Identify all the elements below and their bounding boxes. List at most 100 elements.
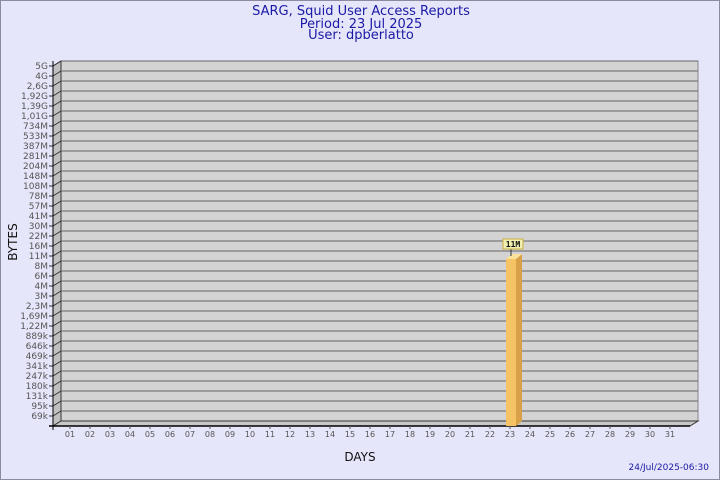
y-tick-label: 889k bbox=[26, 332, 49, 342]
data-label: 11M bbox=[506, 240, 521, 249]
y-tick-label: 469k bbox=[26, 352, 49, 362]
x-tick-label: 27 bbox=[585, 430, 595, 439]
y-tick-label: 1,01G bbox=[21, 112, 48, 122]
y-tick-diagonal bbox=[52, 220, 62, 227]
x-tick-label: 16 bbox=[365, 430, 375, 439]
y-tick-diagonal bbox=[52, 330, 62, 337]
x-tick-label: 03 bbox=[105, 430, 115, 439]
y-tick-label: 22M bbox=[29, 232, 48, 242]
y-tick-diagonal bbox=[52, 140, 62, 147]
y-tick-diagonal bbox=[52, 410, 62, 417]
y-tick-label: 8M bbox=[35, 262, 49, 272]
y-tick-label: 148M bbox=[23, 172, 48, 182]
y-tick-label: 646k bbox=[26, 342, 49, 352]
y-tick-diagonal bbox=[52, 370, 62, 377]
y-tick-label: 78M bbox=[29, 192, 48, 202]
x-tick-label: 04 bbox=[125, 430, 135, 439]
y-tick-label: 247k bbox=[26, 372, 49, 382]
y-tick-diagonal bbox=[52, 150, 62, 157]
y-tick-diagonal bbox=[52, 290, 62, 297]
y-tick-diagonal bbox=[52, 390, 62, 397]
y-tick-label: 387M bbox=[23, 142, 48, 152]
chart-period: Period: 23 Jul 2025 bbox=[299, 17, 423, 32]
y-tick-diagonal bbox=[52, 350, 62, 357]
bar-side bbox=[516, 254, 522, 426]
y-tick-diagonal bbox=[52, 170, 62, 177]
y-tick-label: 1,39G bbox=[21, 102, 48, 112]
x-tick-label: 07 bbox=[185, 430, 195, 439]
y-tick-diagonal bbox=[52, 70, 62, 77]
y-tick-label: 4M bbox=[35, 282, 49, 292]
y-tick-label: 1,69M bbox=[20, 312, 48, 322]
y-tick-label: 341k bbox=[26, 362, 49, 372]
y-tick-diagonal bbox=[52, 280, 62, 287]
y-tick-diagonal bbox=[52, 60, 62, 67]
y-tick-diagonal bbox=[52, 340, 62, 347]
y-tick-diagonal bbox=[52, 320, 62, 327]
y-tick-label: 131k bbox=[26, 392, 49, 402]
y-tick-diagonal bbox=[52, 230, 62, 237]
y-tick-label: 108M bbox=[23, 182, 48, 192]
y-tick-diagonal bbox=[52, 380, 62, 387]
x-tick-label: 24 bbox=[525, 430, 535, 439]
y-tick-diagonal bbox=[52, 110, 62, 117]
x-axis-label: DAYS bbox=[344, 450, 375, 464]
y-tick-label: 69k bbox=[31, 412, 48, 422]
y-tick-label: 180k bbox=[26, 382, 49, 392]
y-tick-diagonal bbox=[52, 260, 62, 267]
x-tick-label: 11 bbox=[265, 430, 275, 439]
y-tick-label: 95k bbox=[31, 402, 48, 412]
bar-day-23 bbox=[506, 259, 516, 426]
y-tick-diagonal bbox=[52, 180, 62, 187]
y-tick-diagonal bbox=[52, 310, 62, 317]
y-axis-label: BYTES bbox=[6, 223, 20, 260]
x-tick-label: 31 bbox=[665, 430, 675, 439]
y-tick-diagonal bbox=[52, 80, 62, 87]
data-label-box bbox=[502, 238, 524, 250]
x-tick-label: 09 bbox=[225, 430, 235, 439]
y-tick-diagonal bbox=[52, 190, 62, 197]
y-tick-label: 2,3M bbox=[26, 302, 48, 312]
y-tick-label: 57M bbox=[29, 202, 48, 212]
y-tick-label: 3M bbox=[35, 292, 49, 302]
y-tick-label: 1,22M bbox=[20, 322, 48, 332]
y-tick-diagonal bbox=[52, 360, 62, 367]
y-tick-diagonal bbox=[52, 120, 62, 127]
x-tick-label: 29 bbox=[625, 430, 635, 439]
x-tick-label: 21 bbox=[465, 430, 475, 439]
y-tick-label: 41M bbox=[29, 212, 48, 222]
x-tick-label: 20 bbox=[445, 430, 455, 439]
y-tick-label: 204M bbox=[23, 162, 48, 172]
x-tick-label: 25 bbox=[545, 430, 555, 439]
y-tick-diagonal bbox=[52, 240, 62, 247]
y-tick-diagonal bbox=[52, 130, 62, 137]
y-tick-label: 1,92G bbox=[21, 92, 48, 102]
y-tick-diagonal bbox=[52, 160, 62, 167]
y-tick-label: 11M bbox=[29, 252, 48, 262]
y-tick-diagonal bbox=[52, 100, 62, 107]
x-tick-label: 12 bbox=[285, 430, 295, 439]
x-tick-label: 18 bbox=[405, 430, 415, 439]
y-tick-diagonal bbox=[52, 200, 62, 207]
y-tick-diagonal bbox=[52, 250, 62, 257]
x-tick-label: 23 bbox=[505, 430, 515, 439]
x-tick-label: 19 bbox=[425, 430, 435, 439]
x-tick-label: 05 bbox=[145, 430, 155, 439]
x-tick-label: 17 bbox=[385, 430, 395, 439]
y-tick-label: 6M bbox=[35, 272, 49, 282]
y-tick-label: 30M bbox=[29, 222, 48, 232]
x-tick-label: 02 bbox=[85, 430, 95, 439]
x-tick-label: 13 bbox=[305, 430, 315, 439]
y-tick-diagonal bbox=[52, 270, 62, 277]
y-tick-diagonal bbox=[52, 90, 62, 97]
y-tick-diagonal bbox=[52, 400, 62, 407]
y-tick-label: 281M bbox=[23, 152, 48, 162]
generated-timestamp: 24/Jul/2025-06:30 bbox=[628, 463, 709, 473]
x-tick-label: 30 bbox=[645, 430, 655, 439]
chart-user: User: dpberlatto bbox=[308, 28, 414, 43]
x-tick-label: 26 bbox=[565, 430, 575, 439]
x-tick-label: 28 bbox=[605, 430, 615, 439]
x-tick-label: 15 bbox=[345, 430, 355, 439]
